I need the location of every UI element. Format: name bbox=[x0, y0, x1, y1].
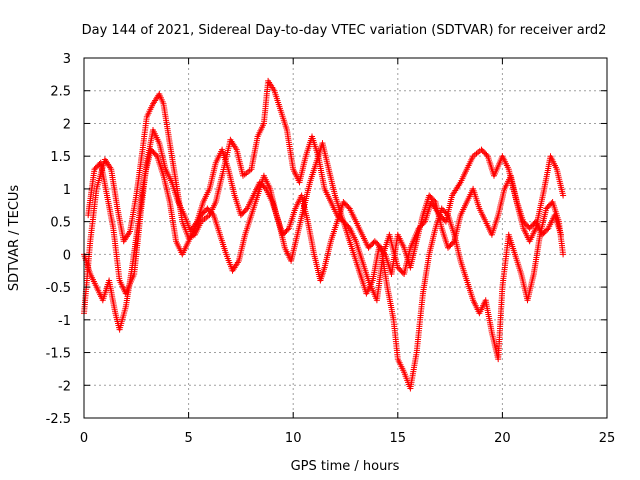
data-point bbox=[560, 192, 567, 199]
y-tick-label: -2 bbox=[58, 379, 71, 394]
y-tick-label: -2.5 bbox=[46, 412, 71, 427]
data-point bbox=[242, 206, 249, 213]
data-point bbox=[441, 208, 448, 215]
data-point bbox=[443, 210, 450, 217]
data-point bbox=[544, 226, 551, 233]
data-point bbox=[450, 239, 456, 246]
data-point bbox=[429, 196, 436, 203]
data-point bbox=[482, 150, 489, 157]
axis-ticks: 0 5 10 15 20 25 -2.5 -2 -1.5 -1 -0.5 0 0.5 1 1.5 2 2.5 3 bbox=[46, 52, 616, 446]
y-tick-label: 2.5 bbox=[50, 85, 71, 100]
data-point bbox=[381, 250, 387, 257]
x-tick-label: 15 bbox=[390, 431, 407, 446]
x-tick-label: 5 bbox=[184, 431, 192, 446]
data-point bbox=[560, 251, 567, 258]
data-points bbox=[81, 77, 567, 392]
data-point bbox=[153, 151, 159, 158]
data-point bbox=[261, 184, 268, 191]
grid bbox=[84, 58, 607, 418]
data-point bbox=[483, 151, 490, 158]
chart-title: Day 144 of 2021, Sidereal Day-to-day VTE… bbox=[82, 23, 607, 38]
x-tick-label: 25 bbox=[599, 431, 616, 446]
x-tick-label: 20 bbox=[494, 431, 511, 446]
data-point bbox=[431, 197, 438, 204]
y-tick-label: -0.5 bbox=[46, 281, 71, 296]
data-point bbox=[558, 231, 564, 238]
data-point bbox=[345, 204, 352, 211]
y-tick-label: -1.5 bbox=[46, 347, 71, 362]
y-tick-label: 2 bbox=[63, 117, 71, 132]
data-point bbox=[284, 226, 291, 233]
y-tick-label: 0 bbox=[63, 248, 71, 263]
data-point bbox=[373, 239, 379, 246]
data-point bbox=[209, 210, 216, 217]
y-tick-label: -1 bbox=[58, 314, 71, 329]
y-tick-label: 1.5 bbox=[50, 150, 71, 165]
x-tick-label: 0 bbox=[80, 431, 88, 446]
x-tick-label: 10 bbox=[285, 431, 302, 446]
y-tick-label: 0.5 bbox=[50, 216, 71, 231]
data-point bbox=[539, 231, 546, 238]
y-tick-label: 3 bbox=[63, 52, 71, 67]
plot-frame bbox=[83, 57, 608, 419]
y-tick-label: 1 bbox=[63, 183, 71, 198]
x-axis-label: GPS time / hours bbox=[291, 459, 400, 474]
y-axis-label: SDTVAR / TECUs bbox=[7, 185, 22, 292]
data-point bbox=[545, 202, 552, 209]
